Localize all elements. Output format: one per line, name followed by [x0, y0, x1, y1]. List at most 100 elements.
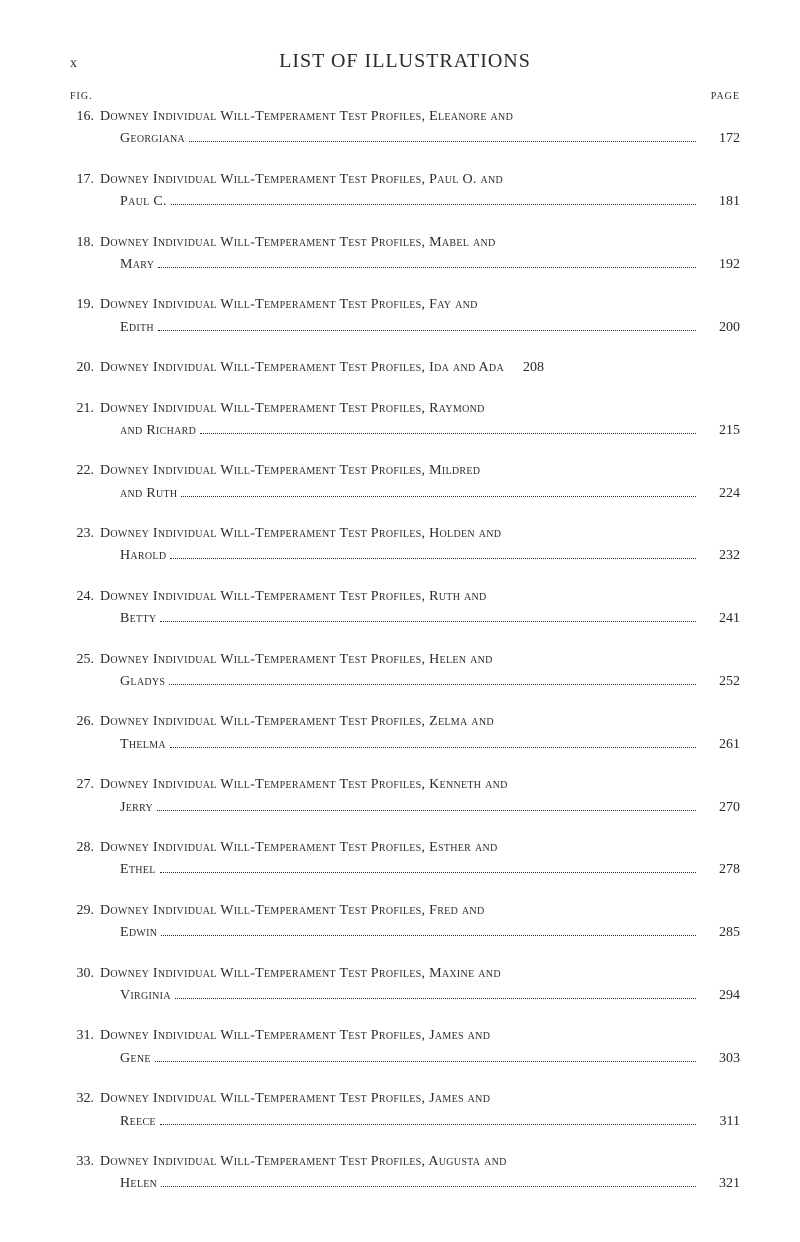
entry-line-1: Downey Individual Will-Temperament Test … — [100, 106, 740, 128]
entry-number: 26. — [70, 711, 100, 733]
entry-continuation: Reece — [100, 1111, 156, 1133]
entry-body: Downey Individual Will-Temperament Test … — [100, 523, 740, 568]
page-title: LIST OF ILLUSTRATIONS — [70, 50, 740, 73]
illustration-entry: 25.Downey Individual Will-Temperament Te… — [70, 649, 740, 694]
entry-line-2: Betty 241 — [100, 608, 740, 630]
entry-number: 22. — [70, 460, 100, 482]
entry-number: 18. — [70, 232, 100, 254]
entry-number: 20. — [70, 357, 100, 379]
fig-column-label: FIG. — [70, 91, 93, 102]
entry-number: 19. — [70, 294, 100, 316]
entry-number: 33. — [70, 1151, 100, 1173]
illustration-entry: 28.Downey Individual Will-Temperament Te… — [70, 837, 740, 882]
entry-body: Downey Individual Will-Temperament Test … — [100, 837, 740, 882]
entry-continuation: Edith — [100, 317, 154, 339]
entry-text: Downey Individual Will-Temperament Test … — [100, 711, 494, 733]
entry-page-number: 215 — [700, 420, 740, 442]
entry-continuation: Helen — [100, 1173, 157, 1195]
entry-continuation: Betty — [100, 608, 156, 630]
entry-line-1: Downey Individual Will-Temperament Test … — [100, 711, 740, 733]
entry-body: Downey Individual Will-Temperament Test … — [100, 294, 740, 339]
leader-dots — [158, 257, 696, 268]
entry-text: Downey Individual Will-Temperament Test … — [100, 398, 485, 420]
entry-body: Downey Individual Will-Temperament Test … — [100, 586, 740, 631]
entry-body: Downey Individual Will-Temperament Test … — [100, 900, 740, 945]
entry-line-1: Downey Individual Will-Temperament Test … — [100, 837, 740, 859]
page-header: x LIST OF ILLUSTRATIONS — [70, 50, 740, 73]
entry-line-1: Downey Individual Will-Temperament Test … — [100, 1151, 740, 1173]
entry-number: 29. — [70, 900, 100, 922]
entry-line-2: Gladys252 — [100, 671, 740, 693]
entry-page-number: 321 — [700, 1173, 740, 1195]
leader-dots — [160, 611, 696, 622]
entry-text: Downey Individual Will-Temperament Test … — [100, 963, 501, 985]
leader-dots — [200, 423, 696, 434]
entry-continuation: Thelma — [100, 734, 166, 756]
entry-continuation: and Richard — [100, 420, 196, 442]
entry-body: Downey Individual Will-Temperament Test … — [100, 460, 740, 505]
entry-line-1: Downey Individual Will-Temperament Test … — [100, 523, 740, 545]
entry-line-2: Harold232 — [100, 545, 740, 567]
entry-text: Downey Individual Will-Temperament Test … — [100, 1151, 507, 1173]
entry-text: Downey Individual Will-Temperament Test … — [100, 232, 496, 254]
entry-line-2: Thelma 261 — [100, 734, 740, 756]
entry-page-number: 311 — [700, 1111, 740, 1133]
entry-page-number: 172 — [700, 128, 740, 150]
entry-continuation: Jerry — [100, 797, 153, 819]
entry-line-1: Downey Individual Will-Temperament Test … — [100, 294, 740, 316]
entry-text: Downey Individual Will-Temperament Test … — [100, 460, 480, 482]
entry-page-number: 270 — [700, 797, 740, 819]
entry-text: Downey Individual Will-Temperament Test … — [100, 294, 478, 316]
entry-number: 31. — [70, 1025, 100, 1047]
leader-dots — [161, 1176, 696, 1187]
entry-page-number: 224 — [700, 483, 740, 505]
leader-dots — [160, 1113, 696, 1124]
entry-page-number: 252 — [700, 671, 740, 693]
entry-line-2: Georgiana 172 — [100, 128, 740, 150]
column-labels: FIG. PAGE — [70, 91, 740, 102]
entry-body: Downey Individual Will-Temperament Test … — [100, 232, 740, 277]
entry-number: 21. — [70, 398, 100, 420]
entry-line-1: Downey Individual Will-Temperament Test … — [100, 586, 740, 608]
entry-page-number: 232 — [700, 545, 740, 567]
illustration-entry: 30.Downey Individual Will-Temperament Te… — [70, 963, 740, 1008]
entries-list: 16.Downey Individual Will-Temperament Te… — [70, 106, 740, 1196]
entry-page-number: 261 — [700, 734, 740, 756]
illustration-entry: 23.Downey Individual Will-Temperament Te… — [70, 523, 740, 568]
leader-dots — [170, 548, 696, 559]
entry-continuation: Ethel — [100, 859, 156, 881]
entry-text: Downey Individual Will-Temperament Test … — [100, 523, 501, 545]
entry-continuation: Paul C. — [100, 191, 167, 213]
leader-dots — [155, 1051, 696, 1062]
entry-number: 27. — [70, 774, 100, 796]
entry-body: Downey Individual Will-Temperament Test … — [100, 649, 740, 694]
page-column-label: PAGE — [711, 91, 740, 102]
entry-page-number: 303 — [700, 1048, 740, 1070]
leader-dots — [189, 131, 696, 142]
illustration-entry: 16.Downey Individual Will-Temperament Te… — [70, 106, 740, 151]
leader-dots — [170, 737, 696, 748]
entry-page-number: 278 — [700, 859, 740, 881]
entry-page-number: 294 — [700, 985, 740, 1007]
entry-continuation: Georgiana — [100, 128, 185, 150]
leader-dots — [160, 862, 696, 873]
entry-page-number: 241 — [700, 608, 740, 630]
entry-line-2: and Ruth 224 — [100, 483, 740, 505]
illustration-entry: 21.Downey Individual Will-Temperament Te… — [70, 398, 740, 443]
entry-body: Downey Individual Will-Temperament Test … — [100, 963, 740, 1008]
entry-line-2: Paul C.181 — [100, 191, 740, 213]
illustration-entry: 31.Downey Individual Will-Temperament Te… — [70, 1025, 740, 1070]
entry-body: Downey Individual Will-Temperament Test … — [100, 398, 740, 443]
entry-line-1: Downey Individual Will-Temperament Test … — [100, 963, 740, 985]
entry-body: Downey Individual Will-Temperament Test … — [100, 711, 740, 756]
leader-dots — [158, 320, 696, 331]
entry-line-1: Downey Individual Will-Temperament Test … — [100, 774, 740, 796]
entry-number: 24. — [70, 586, 100, 608]
entry-text: Downey Individual Will-Temperament Test … — [100, 774, 508, 796]
entry-continuation: and Ruth — [100, 483, 177, 505]
entry-line-1: Downey Individual Will-Temperament Test … — [100, 232, 740, 254]
entry-number: 17. — [70, 169, 100, 191]
illustration-entry: 17.Downey Individual Will-Temperament Te… — [70, 169, 740, 214]
illustration-entry: 32.Downey Individual Will-Temperament Te… — [70, 1088, 740, 1133]
entry-text: Downey Individual Will-Temperament Test … — [100, 169, 503, 191]
